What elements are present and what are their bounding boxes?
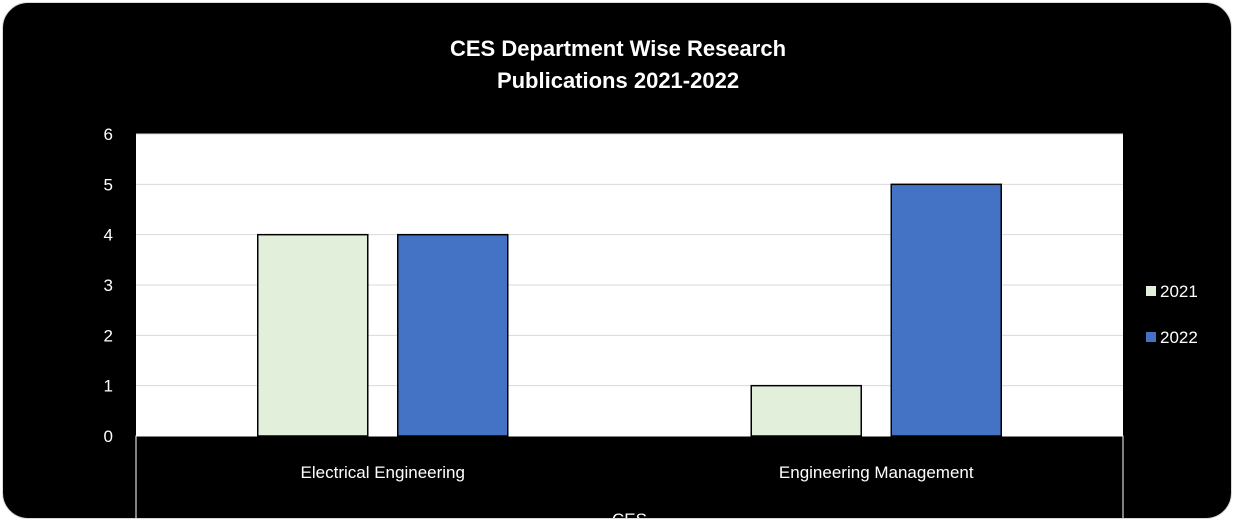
- chart-plot: 0 1 2 3 4 5 6 Electrical Engineering Engineering…: [104, 125, 1198, 519]
- y-tick-label: 6: [104, 125, 113, 144]
- category-axis-band: [135, 435, 1124, 518]
- chart-title-line-1: CES Department Wise Research: [449, 36, 787, 61]
- bar: [750, 384, 862, 437]
- bar: [890, 183, 1002, 437]
- y-tick-label: 1: [104, 377, 113, 396]
- bar: [257, 233, 369, 437]
- y-tick-label: 2: [104, 326, 113, 345]
- x-category-label: Electrical Engineering: [301, 463, 465, 482]
- x-category-label: Engineering Management: [779, 463, 974, 482]
- y-tick-label: 0: [104, 427, 113, 446]
- legend-swatch: [1146, 286, 1156, 296]
- x-group-label: CES: [612, 510, 647, 519]
- chart-title: CES Department Wise Research Publication…: [3, 33, 1231, 97]
- y-tick-label: 5: [104, 175, 113, 194]
- legend-label: 2022: [1160, 328, 1198, 347]
- legend-label: 2021: [1160, 282, 1198, 301]
- legend-swatch: [1146, 332, 1156, 342]
- chart-title-line-2: Publications 2021-2022: [496, 68, 740, 93]
- bar: [397, 233, 509, 437]
- y-tick-label: 3: [104, 276, 113, 295]
- y-tick-label: 4: [104, 226, 113, 245]
